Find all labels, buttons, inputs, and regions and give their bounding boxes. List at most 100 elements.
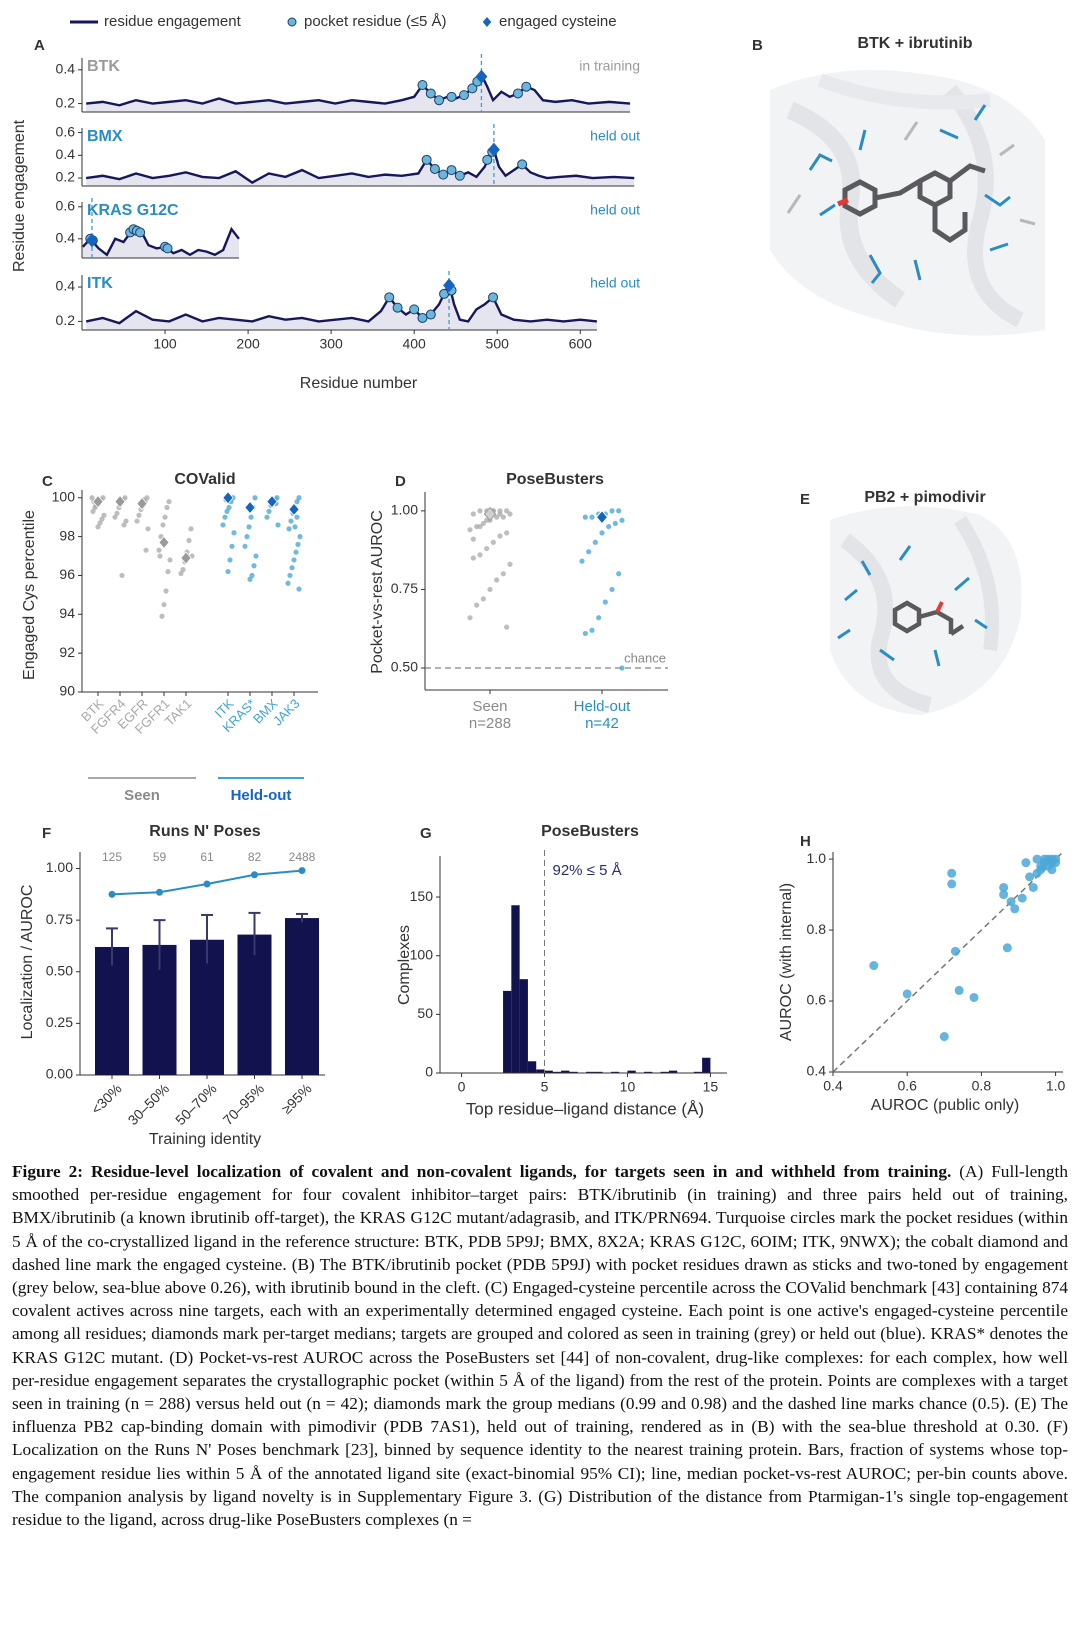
auroc-point xyxy=(156,888,163,896)
x-tick-label: 600 xyxy=(569,336,593,352)
n-label: n=42 xyxy=(585,715,619,732)
pocket-residue xyxy=(454,170,465,181)
y-tick-label: 92 xyxy=(59,644,75,660)
y-tick-label: 0.4 xyxy=(807,1063,827,1079)
x-axis-label: Residue number xyxy=(300,375,418,392)
y-axis-label: Pocket-vs-rest AUROC xyxy=(369,510,386,674)
bar xyxy=(527,1061,537,1073)
point xyxy=(487,586,493,593)
engaged-cysteine xyxy=(86,233,98,248)
y-tick-label: 0 xyxy=(425,1064,433,1080)
point xyxy=(480,596,486,602)
pocket-residue xyxy=(135,227,146,238)
panel-letter: G xyxy=(420,825,432,842)
point xyxy=(954,985,964,995)
structure-image-b xyxy=(770,70,1045,336)
point xyxy=(494,514,500,520)
y-tick-label: 150 xyxy=(410,888,434,904)
y-axis-label: Residue engagement xyxy=(11,119,28,272)
ribbon xyxy=(954,516,999,651)
point xyxy=(500,514,506,520)
y-tick-label: 50 xyxy=(417,1005,433,1021)
point xyxy=(474,602,480,608)
point xyxy=(136,512,142,518)
pocket-residue xyxy=(482,154,493,165)
point xyxy=(599,530,605,536)
point xyxy=(616,508,622,514)
auroc-point xyxy=(203,880,211,888)
point xyxy=(295,541,301,547)
point xyxy=(296,586,302,592)
count-label: 59 xyxy=(153,850,167,864)
point xyxy=(500,571,506,577)
bar xyxy=(668,1070,678,1073)
auroc-point xyxy=(251,871,258,879)
point xyxy=(291,557,297,563)
point xyxy=(869,961,879,971)
pocket-residue xyxy=(392,302,403,313)
point xyxy=(157,553,163,559)
area xyxy=(86,283,597,330)
point xyxy=(1051,858,1061,868)
point xyxy=(297,534,303,540)
panel-letter: E xyxy=(800,491,810,508)
subplot-note: held out xyxy=(590,275,640,291)
panel-title: PoseBusters xyxy=(506,471,604,488)
x-tick-label: 30–50% xyxy=(125,1080,173,1128)
point xyxy=(246,524,252,530)
point xyxy=(95,524,101,530)
ribbon xyxy=(840,533,933,713)
point xyxy=(99,516,105,522)
legend-label: engaged cysteine xyxy=(499,13,617,30)
engaged-cysteine xyxy=(487,142,500,157)
point xyxy=(294,514,300,520)
point xyxy=(477,523,483,530)
point xyxy=(1032,868,1042,878)
pocket-residue xyxy=(409,304,420,315)
area xyxy=(86,149,635,186)
y-tick-label: 1.00 xyxy=(391,502,418,518)
point xyxy=(950,946,960,956)
area xyxy=(86,74,631,112)
y-tick-label: 0.6 xyxy=(807,992,827,1008)
point xyxy=(164,504,170,511)
x-tick-label: 300 xyxy=(319,336,343,352)
panel-letter: F xyxy=(42,825,51,842)
point xyxy=(186,537,192,544)
point xyxy=(969,992,979,1002)
median xyxy=(92,495,104,509)
point xyxy=(242,543,248,549)
ribbon xyxy=(786,101,906,308)
point xyxy=(121,522,127,528)
point xyxy=(275,522,281,528)
y-tick-label: 0.6 xyxy=(56,123,76,139)
point xyxy=(101,512,107,518)
point xyxy=(160,522,166,528)
point xyxy=(248,514,254,520)
y-tick-label: 0.4 xyxy=(56,278,76,294)
subplot-note: held out xyxy=(590,202,640,218)
point xyxy=(222,514,228,520)
point xyxy=(1028,882,1038,892)
point xyxy=(902,989,912,999)
y-tick-label: 0.50 xyxy=(391,659,418,675)
structure-image-e xyxy=(830,506,1022,715)
pocket-residue xyxy=(162,243,173,254)
pocket-residue xyxy=(446,165,457,176)
ligand-oxygen xyxy=(837,197,849,207)
point xyxy=(1010,904,1020,914)
median xyxy=(114,495,126,509)
bar xyxy=(693,1071,703,1073)
median xyxy=(136,496,148,511)
point xyxy=(123,518,129,524)
bar xyxy=(95,946,129,1075)
count-label: 2488 xyxy=(289,850,316,864)
panel-letter: H xyxy=(800,833,811,850)
point xyxy=(504,530,510,536)
panel-title: Runs N' Poses xyxy=(149,823,260,840)
bar xyxy=(644,1071,653,1073)
point xyxy=(112,514,118,520)
point xyxy=(97,520,103,526)
point xyxy=(609,586,615,593)
panel-title: COValid xyxy=(174,471,235,488)
